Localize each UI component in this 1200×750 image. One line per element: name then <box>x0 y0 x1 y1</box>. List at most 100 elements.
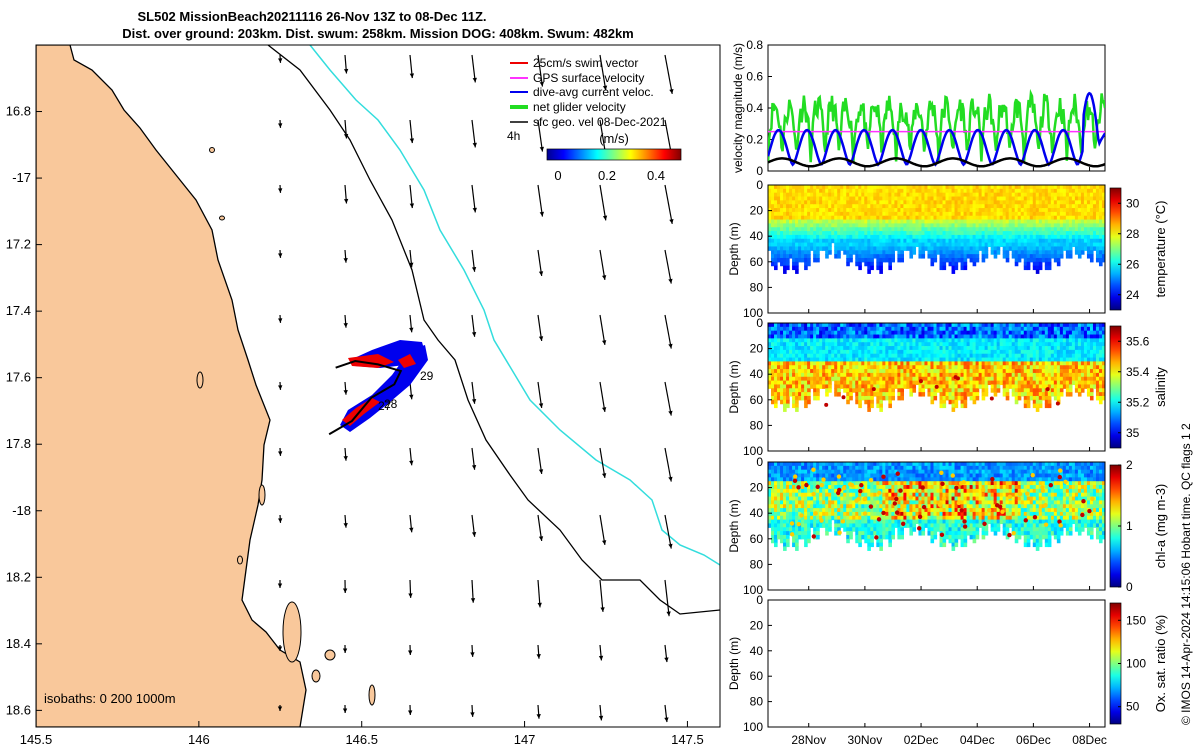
heatmap-cell <box>840 334 844 339</box>
heatmap-cell <box>897 254 901 259</box>
current-vector-head <box>342 588 348 593</box>
heatmap-cell <box>879 403 883 409</box>
heatmap-cell <box>954 200 959 205</box>
heatmap-cell <box>966 250 971 255</box>
heatmap-cell <box>798 365 802 370</box>
heatmap-cell <box>996 250 1001 255</box>
heatmap-cell <box>1041 246 1046 251</box>
heatmap-cell <box>957 227 962 232</box>
heatmap-cell <box>1086 238 1091 244</box>
heatmap-cell <box>1071 185 1076 190</box>
heatmap-cell <box>1011 380 1016 386</box>
heatmap-cell <box>768 231 772 236</box>
heatmap-cell <box>948 361 953 366</box>
heatmap-cell <box>963 219 968 224</box>
heatmap-cell <box>813 238 817 244</box>
heatmap-cell <box>870 353 874 359</box>
heatmap-cell <box>855 338 859 343</box>
heatmap-cell <box>966 372 971 378</box>
heatmap-cell <box>1032 349 1037 355</box>
heatmap-cell <box>798 462 802 467</box>
heatmap-cell <box>945 365 950 370</box>
heatmap-cell <box>990 200 995 205</box>
heatmap-cell <box>951 231 956 236</box>
heatmap-cell <box>804 242 808 248</box>
heatmap-cell <box>786 399 790 405</box>
heatmap-cell <box>849 257 853 263</box>
heatmap-cell <box>951 257 956 263</box>
heatmap-cell <box>900 238 904 244</box>
heatmap-cell <box>798 376 802 382</box>
heatmap-cell <box>1005 250 1010 255</box>
heatmap-cell <box>963 338 968 343</box>
heatmap-cell <box>780 399 784 405</box>
heatmap-cell <box>780 384 784 389</box>
heatmap-cell <box>1053 372 1058 378</box>
heatmap-cell <box>906 219 911 224</box>
heatmap-cell <box>1068 346 1073 351</box>
heatmap-cell <box>792 349 796 355</box>
heatmap-cell <box>957 234 962 240</box>
heatmap-cell <box>939 188 944 194</box>
heatmap-cell <box>873 380 877 386</box>
heatmap-cell <box>918 250 923 255</box>
heatmap-cell <box>891 334 895 339</box>
heatmap-cell <box>771 488 775 494</box>
heatmap-cell <box>789 485 793 490</box>
heatmap-cell <box>1065 357 1070 362</box>
current-vector-head <box>669 219 674 224</box>
swim-vector-swath <box>398 354 416 368</box>
heatmap-cell <box>969 215 974 221</box>
heatmap-cell <box>780 326 784 332</box>
heatmap-cell <box>771 238 775 244</box>
heatmap-cell <box>987 346 992 351</box>
heatmap-cell <box>831 349 835 355</box>
heatmap-cell <box>1056 246 1061 251</box>
heatmap-cell <box>936 211 941 217</box>
heatmap-cell <box>1065 361 1070 366</box>
heatmap-cell <box>846 211 850 217</box>
heatmap-cell <box>792 361 796 366</box>
heatmap-cell <box>1083 234 1088 240</box>
heatmap-cell <box>1029 208 1034 213</box>
heatmap-cell <box>1068 392 1073 397</box>
heatmap-cell <box>795 492 799 498</box>
heatmap-cell <box>1020 231 1025 236</box>
heatmap-cell <box>849 185 853 190</box>
heatmap-cell <box>954 334 959 339</box>
heatmap-cell <box>1020 246 1025 251</box>
heatmap-cell <box>798 372 802 378</box>
heatmap-cell <box>807 342 811 347</box>
heatmap-cell <box>1089 330 1094 336</box>
heatmap-cell <box>987 357 992 362</box>
heatmap-cell <box>771 357 775 362</box>
heatmap-cell <box>1062 330 1067 336</box>
heatmap-cell <box>894 323 898 328</box>
heatmap-cell <box>777 257 781 263</box>
current-vector-head <box>471 332 477 337</box>
heatmap-cell <box>981 188 986 194</box>
heatmap-cell <box>1044 338 1049 343</box>
heatmap-cell <box>834 361 838 366</box>
heatmap-cell <box>774 481 778 486</box>
heatmap-cell <box>837 388 841 393</box>
heatmap-cell <box>999 376 1004 382</box>
heatmap-cell <box>792 500 796 505</box>
heatmap-cell <box>1065 376 1070 382</box>
heatmap-cell <box>1029 376 1034 382</box>
heatmap-cell <box>798 481 802 486</box>
heatmap-cell <box>813 338 817 343</box>
heatmap-cell <box>774 246 778 251</box>
heatmap-cell <box>819 185 823 190</box>
heatmap-cell <box>918 334 923 339</box>
heatmap-cell <box>999 334 1004 339</box>
heatmap-cell <box>1074 384 1079 389</box>
heatmap-cell <box>789 254 793 259</box>
heatmap-cell <box>807 196 811 201</box>
heatmap-cell <box>816 330 820 336</box>
heatmap-cell <box>1065 227 1070 232</box>
heatmap-cell <box>777 208 781 213</box>
heatmap-cell <box>1083 223 1088 228</box>
heatmap-cell <box>789 500 793 505</box>
